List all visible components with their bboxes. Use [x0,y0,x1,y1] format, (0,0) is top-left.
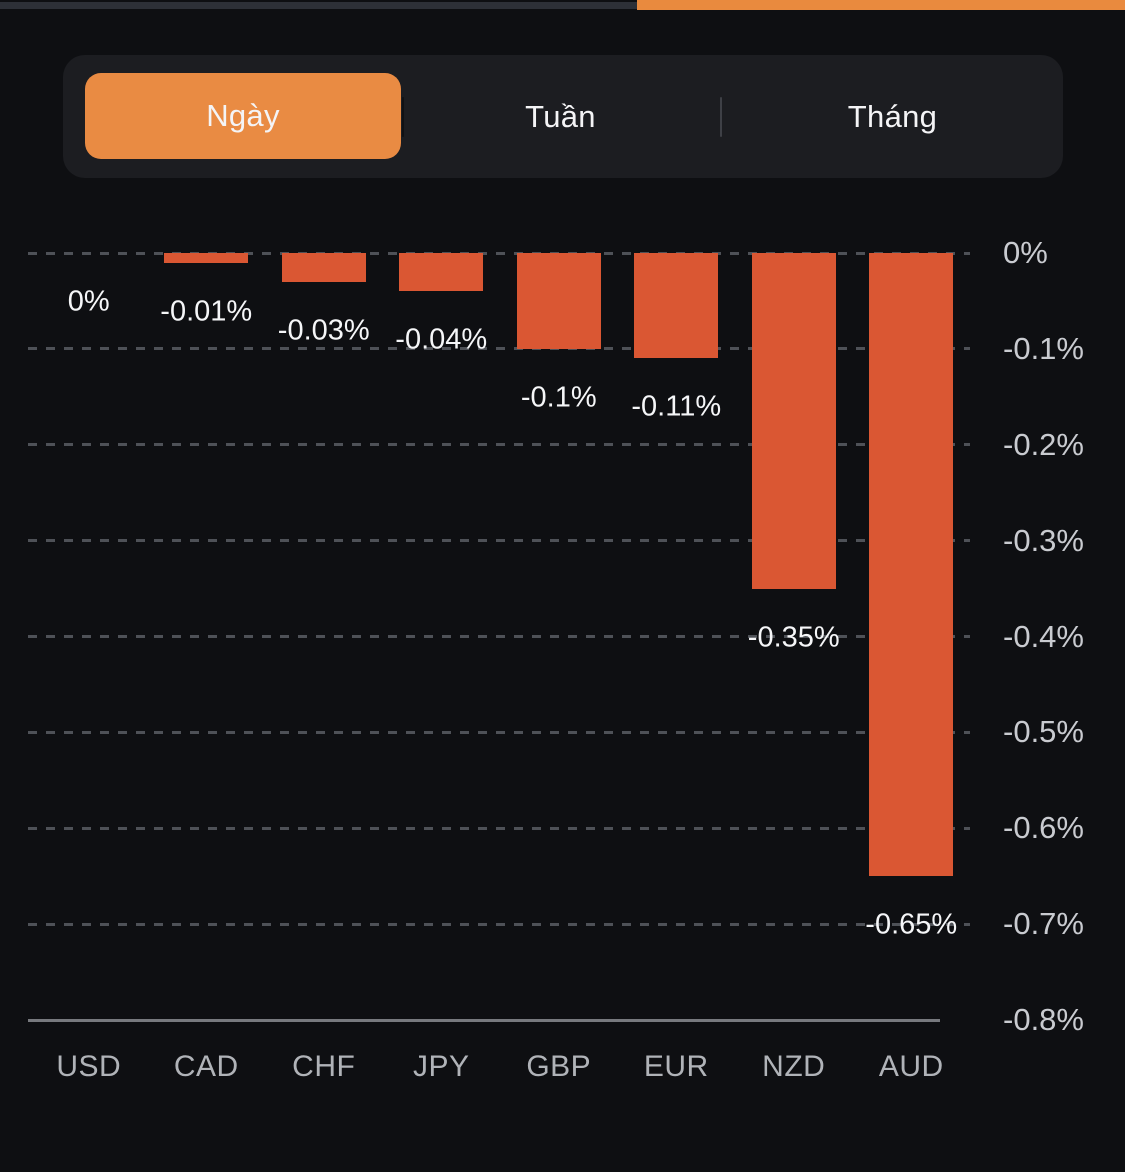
x-axis-label-jpy: JPY [412,1050,470,1083]
tab-divider [402,97,404,137]
bar-value-label-gbp: -0.1% [520,381,597,414]
bar-value-label-cad: -0.01% [160,295,253,328]
y-axis-tick-label: -0.5% [1003,714,1084,750]
x-axis-label-chf: CHF [292,1050,356,1083]
bar-nzd [751,253,836,589]
gridline [28,826,970,830]
tab-month-label: Tháng [847,98,938,134]
gridline [28,443,970,447]
bar-aud [869,253,954,877]
y-axis-tick-label: -0.3% [1003,522,1084,558]
gridline [28,730,970,734]
bar-jpy [399,253,484,292]
x-axis-label-cad: CAD [173,1050,239,1083]
bar-eur [634,253,719,359]
x-axis-label-eur: EUR [643,1050,709,1083]
x-axis-label-aud: AUD [878,1050,944,1083]
gridline [28,539,970,543]
page-indicator-track [0,2,637,9]
tab-divider [720,97,722,137]
gridline [28,922,970,926]
gridline [28,251,970,255]
page-indicator-active [637,0,1125,10]
gridline [28,347,970,351]
x-axis-label-gbp: GBP [526,1050,592,1083]
y-axis-tick-label: 0% [1003,235,1048,270]
bar-cad [164,253,249,263]
y-axis-tick-label: -0.1% [1003,330,1084,366]
tab-week-label: Tuần [525,98,596,134]
bar-gbp [516,253,601,349]
tab-week[interactable]: Tuần [401,55,720,178]
bar-chf [281,253,366,282]
y-axis-tick-label: -0.6% [1003,810,1084,846]
bar-value-label-nzd: -0.35% [747,621,840,654]
x-axis-label-usd: USD [56,1050,122,1083]
y-axis-tick-label: -0.8% [1003,1002,1084,1037]
tab-day[interactable]: Ngày [85,73,401,159]
y-axis-tick-label: -0.4% [1003,618,1084,654]
x-axis-label-nzd: NZD [762,1050,826,1083]
y-axis-tick-label: -0.7% [1003,906,1084,942]
gridline [28,635,970,638]
tab-day-label: Ngày [206,98,280,133]
tab-month[interactable]: Tháng [722,55,1063,178]
bar-value-label-eur: -0.11% [631,390,722,423]
period-tabbar: Ngày Tuần Tháng [63,55,1063,178]
bar-value-label-usd: 0% [67,285,110,318]
x-axis-line [28,1018,940,1022]
bar-value-label-chf: -0.03% [277,314,370,347]
y-axis-tick-label: -0.2% [1003,426,1084,462]
bar-value-label-jpy: -0.04% [395,323,488,356]
bar-value-label-aud: -0.65% [865,908,958,941]
